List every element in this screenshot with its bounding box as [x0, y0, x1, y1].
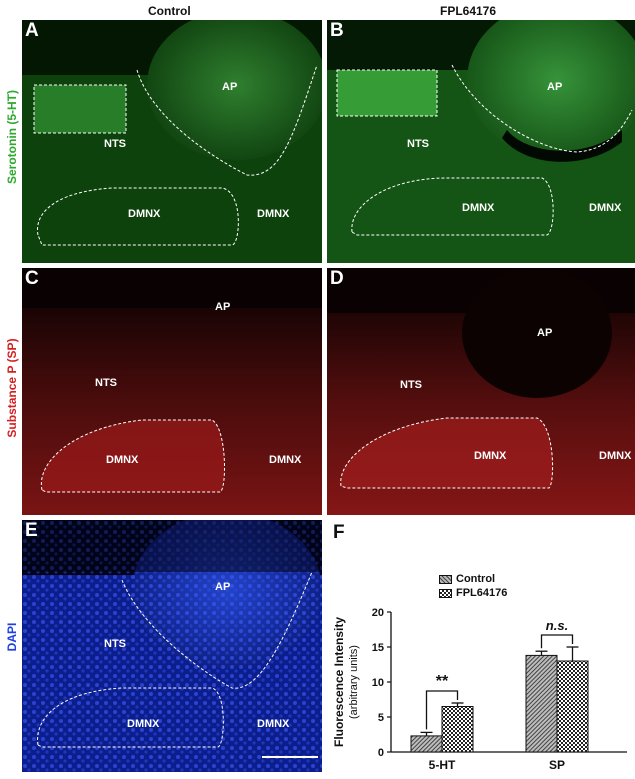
column-header-fpl64176: FPL64176 [440, 4, 497, 18]
panel-b-label-ap: AP [547, 81, 563, 93]
panel-a-micrograph: A AP NTS DMNX DMNX [22, 20, 322, 263]
panel-e-label-dmnx: DMNX [127, 718, 160, 730]
panel-a-label-ap: AP [222, 81, 238, 93]
panel-d-letter: D [330, 268, 344, 289]
panel-b-label-nts: NTS [407, 138, 429, 150]
row-label-serotonin: Serotonin (5-HT) [5, 90, 19, 184]
bar [441, 706, 474, 753]
panel-d-micrograph: D AP NTS DMNX DMNX [327, 268, 635, 515]
chart-svg: Fluorescence Intensity (arbitrary units) 0… [332, 607, 627, 772]
y-tick-label: 10 [372, 677, 384, 689]
panel-c-tissue [22, 308, 322, 515]
panel-b-letter: B [330, 20, 344, 41]
significance-label: n.s. [546, 618, 568, 633]
legend-entry-control: Control [439, 572, 507, 586]
panel-a-tissue [22, 20, 322, 263]
significance-bracket [425, 690, 459, 730]
x-tick-label: SP [549, 758, 565, 772]
legend-swatch-fpl64176 [439, 588, 452, 598]
panel-e-label-nts: NTS [104, 638, 126, 650]
panel-d-label-dmnx-right: DMNX [599, 450, 632, 462]
panel-e-label-dmnx-right: DMNX [257, 718, 290, 730]
panel-e-label-ap: AP [215, 581, 231, 593]
panel-d-label-dmnx: DMNX [474, 450, 507, 462]
panel-a-label-dmnx-right: DMNX [257, 208, 290, 220]
bar [525, 654, 558, 753]
panel-e-micrograph: E AP NTS DMNX DMNX [22, 520, 322, 772]
x-tick-label: 5-HT [429, 758, 456, 772]
significance-bracket [540, 634, 574, 649]
panel-a-label-dmnx: DMNX [128, 208, 161, 220]
row-label-dapi: DAPI [5, 622, 19, 652]
panel-e-tissue [22, 520, 322, 772]
panel-e-letter: E [25, 520, 38, 541]
legend-label-fpl64176: FPL64176 [456, 587, 508, 599]
y-tick-label: 20 [372, 607, 384, 619]
panel-c-label-nts: NTS [95, 377, 117, 389]
y-tick-label: 5 [378, 712, 384, 724]
significance-label: ** [436, 673, 449, 690]
y-axis-sublabel: (arbitrary units) [348, 645, 360, 719]
chart-legend: Control FPL64176 [439, 572, 507, 600]
legend-label-control: Control [456, 573, 496, 585]
scale-bar [262, 756, 318, 758]
panel-c-micrograph: C AP NTS DMNX DMNX [22, 268, 322, 515]
panel-c-label-dmnx: DMNX [106, 454, 139, 466]
panel-c-label-dmnx-right: DMNX [269, 454, 302, 466]
panel-d-tissue [327, 268, 635, 515]
panel-a-letter: A [25, 20, 39, 41]
panel-d-label-nts: NTS [400, 379, 422, 391]
legend-swatch-control [439, 574, 452, 584]
y-axis-label: Fluorescence Intensity [332, 617, 346, 747]
panel-f-chart: F Control FPL64176 Fluorescence Intensit… [327, 520, 635, 774]
column-header-control: Control [148, 4, 191, 18]
panel-d-label-ap: AP [537, 327, 553, 339]
y-tick-label: 0 [378, 747, 384, 759]
y-tick-label: 15 [372, 642, 384, 654]
panel-b-label-dmnx: DMNX [462, 202, 495, 214]
legend-entry-fpl64176: FPL64176 [439, 586, 507, 600]
bar [410, 735, 443, 753]
panel-b-micrograph: B AP NTS DMNX DMNX [327, 20, 635, 263]
panel-f-letter: F [333, 522, 345, 543]
panel-a-label-nts: NTS [104, 138, 126, 150]
row-label-substance-p: Substance P (SP) [5, 338, 19, 438]
panel-b-label-dmnx-right: DMNX [589, 202, 622, 214]
bar [556, 660, 589, 753]
panel-c-letter: C [25, 268, 39, 289]
panel-b-tissue [327, 20, 635, 263]
panel-c-label-ap: AP [215, 301, 231, 313]
